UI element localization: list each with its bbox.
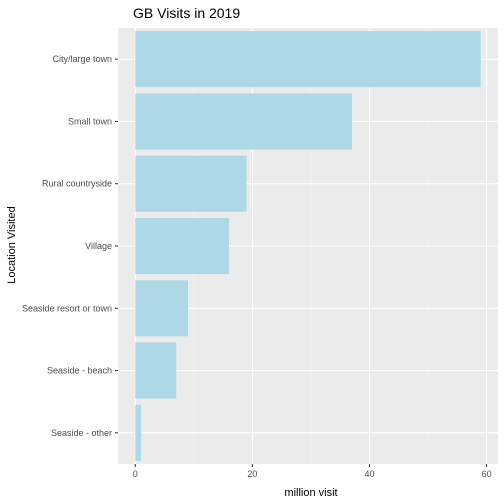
y-tick-label: Seaside - beach: [47, 366, 112, 376]
bar: [135, 404, 142, 461]
y-tick-label: Seaside - other: [51, 428, 112, 438]
bar: [135, 93, 352, 150]
bar: [135, 342, 177, 399]
bar: [135, 280, 188, 337]
x-axis-title: million visit: [284, 487, 337, 499]
x-tick-label: 60: [482, 469, 492, 479]
y-tick-label: Village: [85, 241, 112, 251]
bar: [135, 155, 247, 212]
chart-title: GB Visits in 2019: [133, 5, 240, 21]
x-tick-label: 40: [364, 469, 374, 479]
x-tick-label: 0: [133, 469, 138, 479]
y-tick-label: City/large town: [52, 54, 112, 64]
y-tick-label: Small town: [68, 116, 112, 126]
bar: [135, 217, 229, 275]
y-axis-ticks: City/large town Small town Rural countrysi…: [22, 54, 118, 438]
x-tick-label: 20: [247, 469, 257, 479]
y-axis-title: Location Visited: [6, 206, 18, 283]
x-axis-ticks: 0 20 40 60: [133, 464, 492, 479]
bars: [135, 31, 481, 461]
bar: [135, 31, 481, 88]
y-tick-label: Rural countryside: [42, 179, 112, 189]
y-tick-label: Seaside resort or town: [22, 303, 112, 313]
